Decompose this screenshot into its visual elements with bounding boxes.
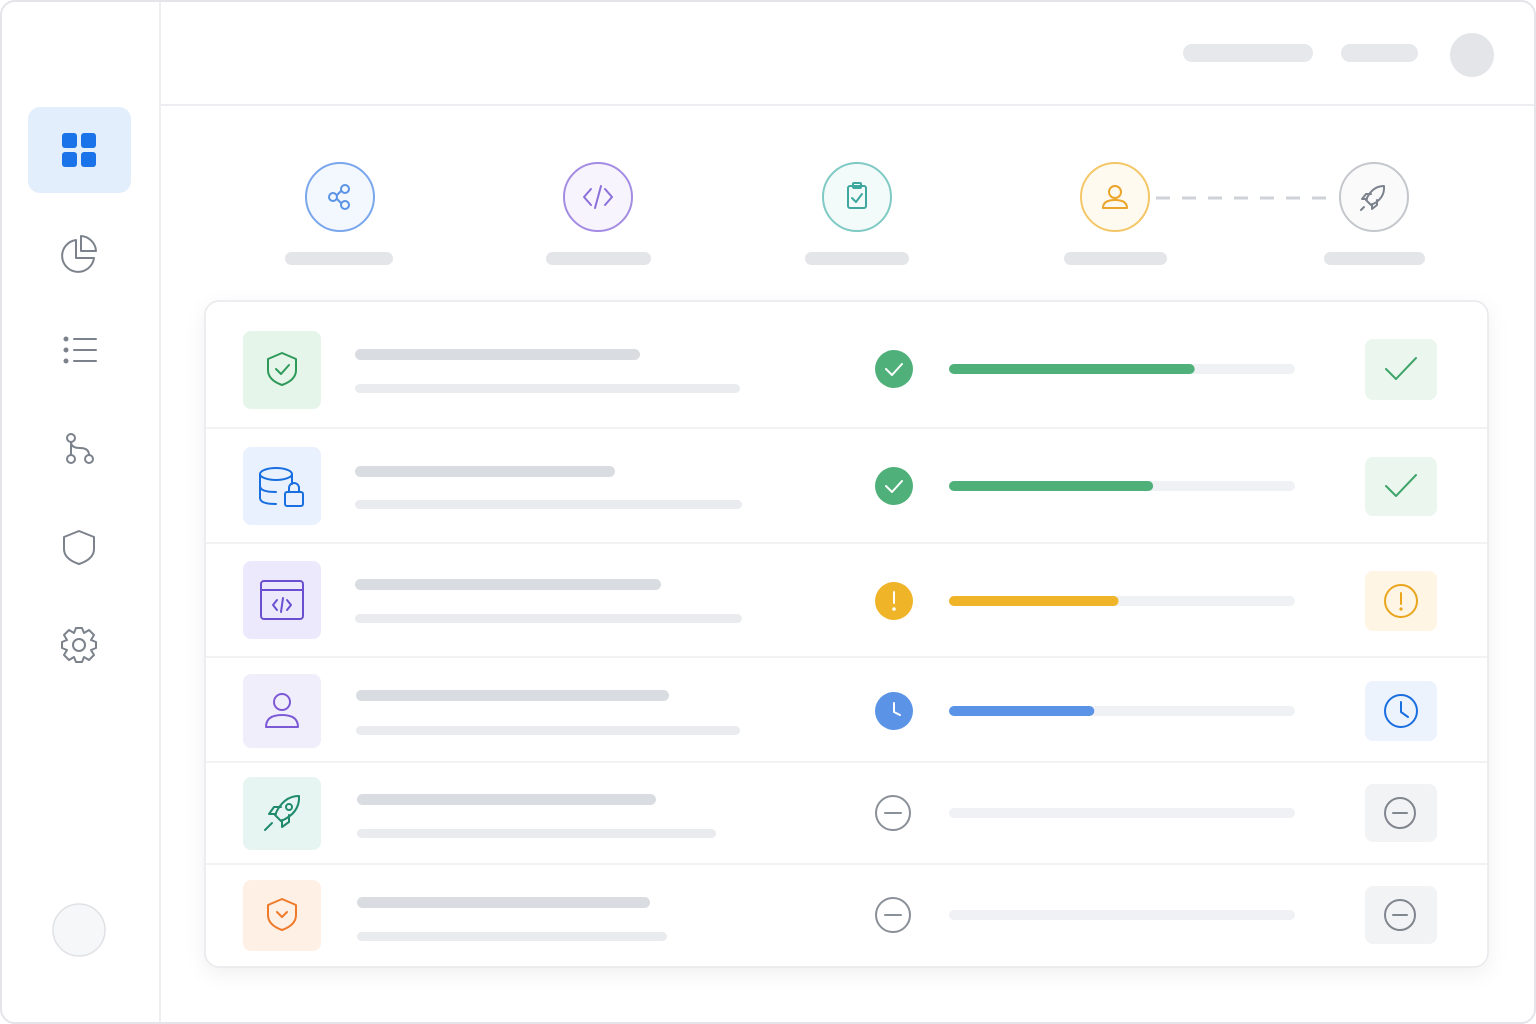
step-circle [305, 162, 375, 232]
step-icon [328, 184, 350, 210]
stepper [285, 162, 1425, 265]
step-label-placeholder [1324, 252, 1425, 265]
header-placeholder [1341, 44, 1418, 62]
dashboard-icon [62, 133, 96, 167]
task-row[interactable] [243, 674, 1437, 748]
user-avatar[interactable] [52, 903, 106, 957]
profile-avatar[interactable] [1450, 33, 1494, 77]
progress-fill [949, 364, 1195, 374]
task-card [204, 300, 1489, 968]
step-label-placeholder [546, 252, 651, 265]
task-row[interactable] [243, 561, 1437, 639]
step-icon [847, 182, 867, 209]
step-icon [583, 185, 613, 209]
task-row[interactable] [243, 331, 1437, 409]
step-icon [1360, 185, 1386, 211]
step-label-placeholder [285, 252, 393, 265]
task-row[interactable] [243, 447, 1437, 525]
task-rows [243, 331, 1437, 951]
task-row[interactable] [243, 777, 1437, 850]
nav-item-list[interactable] [63, 336, 97, 364]
task-row[interactable] [243, 880, 1437, 951]
nav-item-settings[interactable] [61, 627, 97, 663]
row-dividers [206, 427, 1487, 865]
nav-item-active[interactable] [28, 107, 131, 193]
nav-item-security[interactable] [63, 530, 95, 565]
step-icon [1102, 185, 1128, 209]
step-label-placeholder [805, 252, 909, 265]
step-label-placeholder [1064, 252, 1167, 265]
step-circle [822, 162, 892, 232]
progress-fill [949, 596, 1119, 606]
nav-item-branches[interactable] [66, 433, 94, 464]
progress-fill [949, 706, 1095, 716]
header-placeholder [1183, 44, 1313, 62]
nav-item-charts[interactable] [61, 235, 97, 273]
step-circle [1339, 162, 1409, 232]
progress-fill [949, 481, 1154, 491]
